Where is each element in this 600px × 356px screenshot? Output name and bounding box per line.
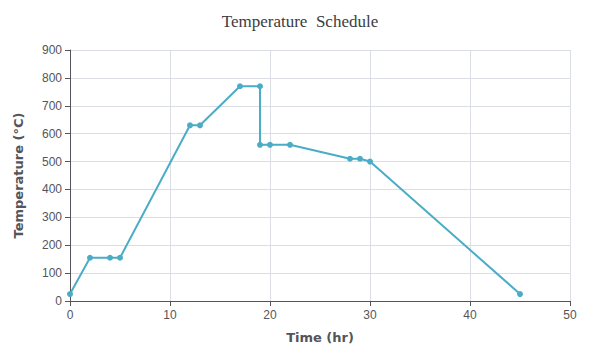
svg-text:20: 20	[263, 308, 277, 322]
svg-text:10: 10	[163, 308, 177, 322]
svg-text:50: 50	[563, 308, 577, 322]
svg-text:900: 900	[42, 43, 62, 57]
svg-text:100: 100	[42, 266, 62, 280]
svg-text:600: 600	[42, 127, 62, 141]
svg-text:Temperature (°C): Temperature (°C)	[11, 113, 26, 239]
svg-text:0: 0	[55, 294, 62, 308]
svg-text:Time (hr): Time (hr)	[286, 330, 354, 345]
svg-text:700: 700	[42, 99, 62, 113]
svg-text:40: 40	[463, 308, 477, 322]
svg-text:30: 30	[363, 308, 377, 322]
svg-text:Temperature Schedule: Temperature Schedule	[222, 12, 378, 31]
svg-text:200: 200	[42, 238, 62, 252]
svg-text:300: 300	[42, 210, 62, 224]
svg-text:800: 800	[42, 71, 62, 85]
svg-text:500: 500	[42, 155, 62, 169]
svg-text:0: 0	[67, 308, 74, 322]
svg-text:400: 400	[42, 182, 62, 196]
